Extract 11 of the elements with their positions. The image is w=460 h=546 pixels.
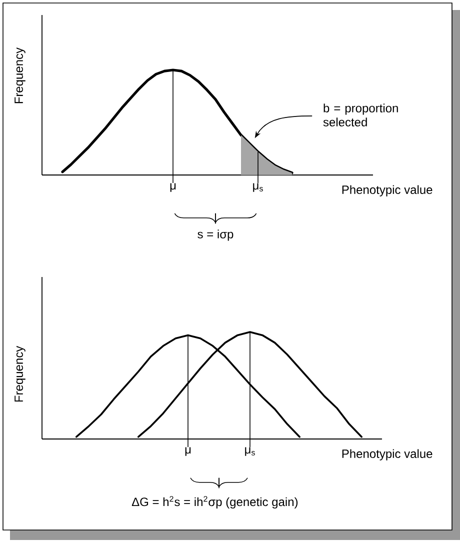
x-tick-label: μ$_{s}$	[245, 447, 255, 456]
annotation: b = proportion selected	[323, 104, 398, 126]
x-tick-label: μ	[185, 447, 191, 456]
x-axis-title: Phenotypic value	[342, 449, 432, 460]
x-tick-label: μ	[170, 183, 176, 192]
y-axis-title: Frequency	[14, 47, 26, 104]
text: s = iσp	[198, 230, 234, 241]
x-tick-label: μ$_{s}$	[253, 183, 263, 192]
x-axis-title: Phenotypic value	[342, 185, 432, 196]
text: ΔG = h$^{2}$s = ih$^{2}$σp (genetic gain)	[132, 496, 298, 509]
y-axis-title: Frequency	[14, 346, 26, 402]
